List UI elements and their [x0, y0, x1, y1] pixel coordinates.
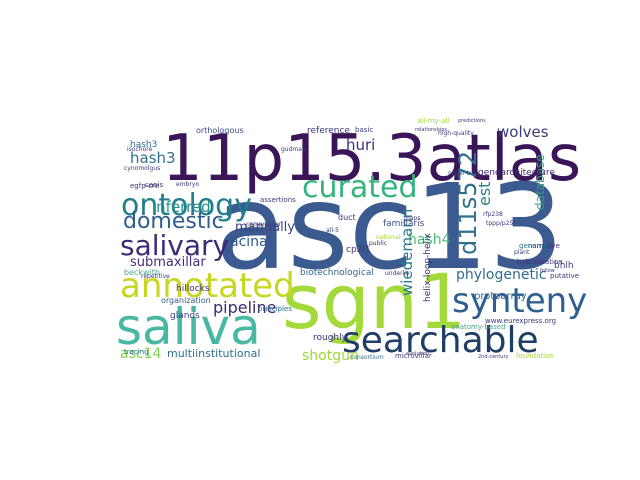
cloud-word: rfp238	[483, 211, 503, 218]
cloud-word: principles	[258, 305, 292, 313]
cloud-word: saliva	[116, 298, 261, 356]
cloud-word: consortium	[350, 354, 384, 361]
cloud-word: cynomolgus	[124, 165, 160, 172]
cloud-word: helix-loop-helix	[423, 232, 433, 302]
cloud-word: high-quality	[438, 130, 474, 137]
cloud-word: duct	[338, 213, 356, 222]
cloud-word: anatomy-based	[451, 323, 506, 331]
cloud-word: curated	[302, 170, 418, 205]
cloud-word: underlie	[385, 270, 410, 277]
cloud-word: roughly	[313, 333, 348, 343]
cloud-word: cp2l1	[346, 245, 371, 255]
cloud-word: ontology	[121, 188, 252, 223]
cloud-word: biotechnological	[300, 268, 374, 278]
cloud-word: huri	[346, 136, 375, 154]
cloud-word: bhlh	[554, 261, 574, 271]
cloud-word: hybridization	[517, 258, 563, 266]
cloud-word: follow	[540, 268, 555, 274]
cloud-word: wolves	[497, 123, 549, 141]
cloud-word: genome	[519, 242, 548, 250]
cloud-word: hillocks	[176, 284, 210, 294]
cloud-word: foundation	[516, 352, 554, 360]
cloud-word: repetitive	[141, 273, 170, 280]
cloud-word: submaxillar	[130, 255, 206, 270]
cloud-word: beckwith	[124, 268, 160, 277]
cloud-word: 2nd-century	[478, 354, 509, 360]
cloud-word: plant	[514, 249, 530, 256]
cloud-word: genoarchitecture	[478, 168, 555, 178]
cloud-word: hash3	[130, 140, 157, 150]
cloud-word: all-my-all	[417, 117, 449, 125]
cloud-word: super-tree	[448, 170, 479, 177]
cloud-word: multiinstitutional	[167, 347, 260, 360]
cloud-word: inferred	[152, 198, 211, 216]
cloud-word: relationships	[415, 127, 447, 133]
cloud-word: predictions	[458, 118, 486, 124]
cloud-word: database	[533, 154, 547, 210]
cloud-word: national	[376, 234, 401, 241]
cloud-word: www.eurexpress.org	[485, 317, 556, 325]
cloud-word: annotated	[120, 266, 295, 306]
cloud-word: gudmap	[281, 146, 306, 153]
cloud-word: putative	[550, 272, 579, 280]
cloud-word: narrative	[528, 242, 560, 250]
cloud-word: salivary	[120, 229, 229, 262]
cloud-word: protoarray	[474, 291, 527, 302]
cloud-word: sgn1	[282, 257, 466, 346]
cloud-word: shotgun	[302, 348, 359, 364]
cloud-word: glands	[170, 311, 200, 321]
cloud-word: tracing	[124, 348, 149, 356]
cloud-word: searchable	[342, 320, 539, 361]
cloud-word: public	[369, 240, 387, 247]
cloud-word: domestic	[123, 209, 224, 234]
cloud-word: phylogenetic	[456, 267, 547, 283]
cloud-word: hash4	[408, 232, 451, 248]
cloud-word: hash3	[130, 149, 176, 167]
cloud-word: evolution	[406, 351, 429, 357]
cloud-word: assertions	[260, 196, 296, 204]
cloud-word: synteny	[452, 281, 587, 321]
cloud-word: isochore	[127, 146, 153, 153]
cloud-word: embryo	[176, 181, 199, 188]
cloud-word: canis	[145, 181, 164, 189]
cloud-word: microvillar	[395, 352, 432, 360]
cloud-word: basic	[355, 126, 373, 134]
cloud-word: orthologous	[196, 126, 244, 135]
cloud-word: familiaris	[383, 219, 425, 229]
cloud-word: pipeline	[213, 298, 276, 317]
cloud-word: tppp/p25	[486, 220, 513, 227]
cloud-word: maps	[404, 215, 420, 222]
cloud-word: asc13	[215, 158, 564, 296]
cloud-word: asc14	[120, 346, 161, 362]
cloud-word: wiedemann	[398, 209, 416, 296]
cloud-word: egfp-cre	[130, 182, 159, 190]
cloud-word: manually	[235, 220, 295, 235]
cloud-word: composition	[246, 221, 283, 228]
cloud-word: acinar	[230, 234, 274, 250]
cloud-word: all-5	[326, 227, 339, 234]
cloud-word: organization	[161, 296, 211, 305]
cloud-word: d11s572	[454, 151, 482, 255]
cloud-word: est	[475, 182, 494, 206]
cloud-word: 11p15.3atlas	[162, 122, 581, 196]
cloud-word: reference	[307, 126, 350, 136]
